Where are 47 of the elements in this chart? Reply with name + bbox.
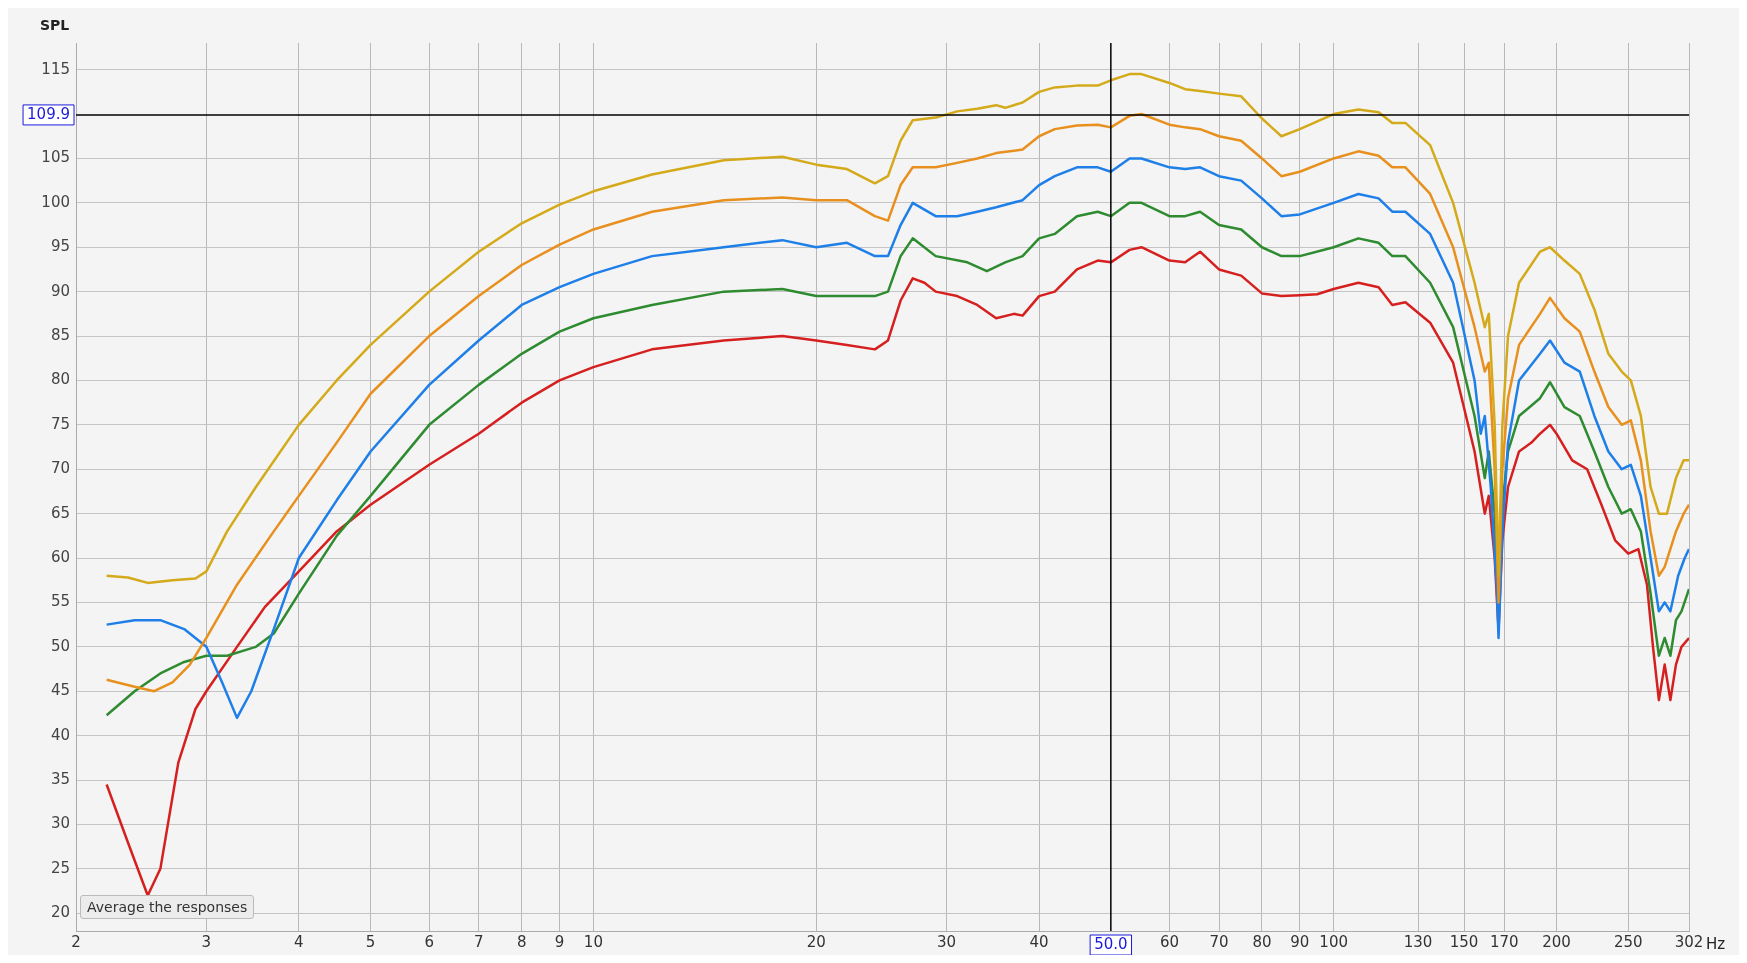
- y-tick-label: 75: [50, 414, 70, 433]
- x-tick-label: 302: [1674, 932, 1704, 951]
- y-tick-label: 65: [50, 503, 70, 522]
- ref-line-label: 50.0: [1094, 934, 1128, 953]
- x-tick-label: 60: [1159, 932, 1179, 951]
- x-tick-label: 90: [1290, 932, 1310, 951]
- x-tick-label: 200: [1542, 932, 1571, 951]
- y-tick-label: 115: [41, 59, 70, 78]
- y-tick-label: 60: [50, 547, 70, 566]
- x-axis-title: Hz: [1706, 935, 1726, 954]
- y-tick-label: 105: [41, 148, 70, 167]
- x-tick-label: 5: [365, 932, 376, 951]
- y-tick-label: 70: [50, 459, 70, 478]
- y-tick-label: 20: [50, 903, 70, 922]
- x-tick-label: 2: [71, 932, 81, 951]
- y-tick-label: 90: [50, 281, 70, 300]
- y-tick-label: 55: [50, 592, 70, 611]
- x-tick-label: 100: [1319, 932, 1348, 951]
- y-tick-label: 85: [50, 325, 70, 344]
- x-tick-label: 80: [1252, 932, 1272, 951]
- button: Average the responses: [80, 895, 255, 919]
- y-tick-label: 40: [50, 725, 70, 744]
- y-tick-label: 80: [50, 370, 70, 389]
- x-tick-label: 130: [1403, 932, 1433, 951]
- x-tick-label: 4: [294, 932, 304, 951]
- x-tick-label: 150: [1449, 932, 1479, 951]
- y-tick-label: 25: [50, 858, 70, 877]
- y-tick-label: 30: [50, 814, 70, 833]
- y-tick-label: 50: [50, 636, 70, 655]
- x-tick-label: 8: [516, 932, 527, 951]
- ref-line-label: 109.9: [27, 104, 71, 123]
- x-tick-label: 30: [937, 932, 957, 951]
- y-tick-label: 45: [50, 681, 70, 700]
- x-tick-label: 250: [1613, 932, 1643, 951]
- y-tick-label: 35: [50, 769, 70, 788]
- y-axis-title: SPL: [40, 16, 70, 33]
- x-tick-label: 3: [201, 932, 212, 951]
- y-tick-label: 100: [41, 192, 70, 211]
- x-tick-label: 7: [473, 932, 484, 951]
- x-tick-label: 70: [1209, 932, 1229, 951]
- x-tick-label: 40: [1029, 932, 1049, 951]
- x-tick-label: 170: [1489, 932, 1519, 951]
- x-tick-label: 6: [424, 932, 434, 951]
- x-tick-label: 20: [806, 932, 826, 951]
- x-tick-label: 10: [583, 932, 603, 951]
- y-tick-label: 95: [50, 237, 70, 256]
- x-tick-label: 9: [554, 932, 565, 951]
